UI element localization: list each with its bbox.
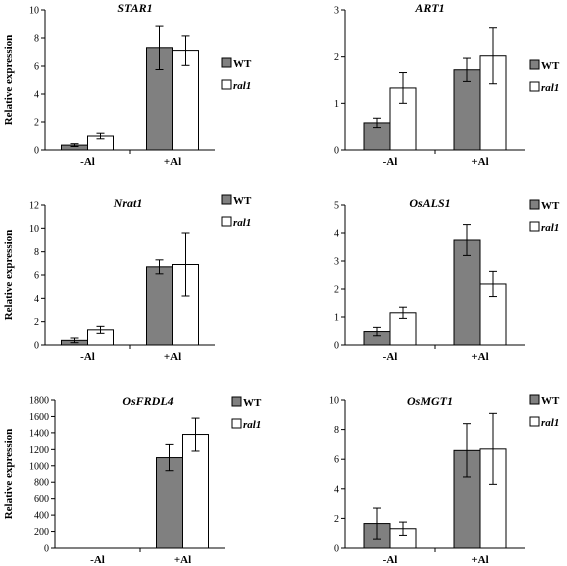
- chart-title: OsALS1: [409, 196, 450, 210]
- chart-title: ART1: [414, 1, 444, 15]
- y-tick-label: 10: [29, 6, 39, 17]
- y-tick-label: 10: [29, 224, 39, 235]
- chart-panel-5: 0 200 400 600 800 1000 1200 1400 1600 1800 -Al +Al O…: [3, 394, 262, 566]
- y-tick-label: 2: [334, 514, 339, 525]
- y-tick-label: 8: [34, 34, 39, 45]
- chart-title: OsFRDL4: [122, 394, 173, 408]
- y-tick-label: 0: [334, 341, 339, 352]
- y-tick-label: 3: [334, 257, 339, 268]
- legend-label-WT: WT: [541, 395, 560, 407]
- y-tick-label: 800: [34, 478, 49, 489]
- legend-label-ral1: ral1: [541, 222, 559, 234]
- y-tick-label: 1200: [29, 445, 49, 456]
- y-tick-label: 4: [334, 484, 339, 495]
- x-tick-label: +Al: [471, 156, 488, 168]
- y-tick-label: 5: [334, 201, 339, 212]
- chart-panel-6: 0 2 4 6 8 10 -Al +Al OsMGT1 WT ral1: [329, 394, 560, 566]
- legend-swatch-ral1: [221, 79, 232, 90]
- y-tick-label: 8: [34, 247, 39, 258]
- x-tick-label: -Al: [90, 554, 105, 566]
- bar-WT-1: [453, 239, 481, 346]
- y-tick-label: 1800: [29, 396, 49, 407]
- legend-swatch-ral1: [231, 418, 242, 429]
- y-tick-label: 0: [34, 146, 39, 157]
- legend-swatch-ral1: [529, 81, 540, 92]
- y-axis-label: Relative expression: [3, 35, 15, 126]
- y-tick-label: 2: [34, 317, 39, 328]
- x-tick-label: -Al: [383, 554, 398, 566]
- chart-title: Nrat1: [113, 196, 143, 210]
- chart-panel-4: 0 1 2 3 4 5 -Al +Al OsALS1 WT ral1: [334, 196, 560, 363]
- x-tick-label: +Al: [164, 351, 181, 363]
- legend-swatch-WT: [221, 194, 232, 205]
- legend-label-ral1: ral1: [541, 82, 559, 94]
- legend-label-WT: WT: [541, 200, 560, 212]
- y-axis-label: Relative expression: [3, 230, 15, 321]
- x-tick-label: -Al: [383, 156, 398, 168]
- x-tick-label: +Al: [174, 554, 191, 566]
- x-tick-label: -Al: [80, 351, 95, 363]
- bar-WT-1: [453, 69, 481, 151]
- y-tick-label: 8: [334, 425, 339, 436]
- y-tick-label: 10: [329, 396, 339, 407]
- y-tick-label: 1600: [29, 412, 49, 423]
- y-tick-label: 6: [34, 271, 39, 282]
- legend-label-ral1: ral1: [243, 419, 261, 431]
- y-tick-label: 4: [34, 90, 39, 101]
- y-axis-label: Relative expression: [3, 429, 15, 520]
- legend-swatch-WT: [529, 394, 540, 405]
- y-tick-label: 12: [29, 201, 39, 212]
- legend-swatch-ral1: [529, 416, 540, 427]
- legend-label-WT: WT: [233, 195, 252, 207]
- y-tick-label: 2: [334, 285, 339, 296]
- y-tick-label: 3: [334, 6, 339, 17]
- y-tick-label: 600: [34, 494, 49, 505]
- legend-label-WT: WT: [243, 397, 262, 409]
- y-tick-label: 4: [34, 294, 39, 305]
- chart-title: STAR1: [117, 1, 152, 15]
- legend-label-WT: WT: [541, 60, 560, 72]
- y-tick-label: 2: [34, 118, 39, 129]
- legend-swatch-WT: [221, 57, 232, 68]
- x-tick-label: +Al: [471, 351, 488, 363]
- y-tick-label: 1: [334, 99, 339, 110]
- x-tick-label: +Al: [471, 554, 488, 566]
- y-tick-label: 0: [334, 544, 339, 555]
- y-tick-label: 6: [34, 62, 39, 73]
- legend-label-ral1: ral1: [233, 80, 251, 92]
- bar-WT-1: [146, 266, 173, 346]
- y-tick-label: 1400: [29, 428, 49, 439]
- y-tick-label: 0: [34, 341, 39, 352]
- chart-panel-3: 0 2 4 6 8 10 12 -Al +Al Nrat1 Relative expression W…: [3, 194, 252, 363]
- y-tick-label: 6: [334, 455, 339, 466]
- y-tick-label: 400: [34, 511, 49, 522]
- legend-swatch-WT: [529, 59, 540, 70]
- x-tick-label: +Al: [164, 156, 181, 168]
- y-tick-label: 1: [334, 313, 339, 324]
- legend-swatch-WT: [231, 396, 242, 407]
- legend-label-WT: WT: [233, 58, 252, 70]
- y-tick-label: 0: [44, 544, 49, 555]
- legend-swatch-WT: [529, 199, 540, 210]
- y-tick-label: 1000: [29, 461, 49, 472]
- x-tick-label: -Al: [383, 351, 398, 363]
- legend-label-ral1: ral1: [233, 217, 251, 229]
- x-tick-label: -Al: [80, 156, 95, 168]
- y-tick-label: 200: [34, 527, 49, 538]
- legend-swatch-ral1: [529, 221, 540, 232]
- bar-WT-0: [363, 122, 391, 151]
- legend-label-ral1: ral1: [541, 417, 559, 429]
- y-tick-label: 2: [334, 52, 339, 63]
- chart-panel-2: 0 1 2 3 -Al +Al ART1 WT ral1: [334, 1, 560, 168]
- y-tick-label: 0: [334, 146, 339, 157]
- y-tick-label: 4: [334, 229, 339, 240]
- bar-ral1-1: [182, 434, 209, 549]
- chart-title: OsMGT1: [407, 394, 453, 408]
- bar-ral1-1: [172, 50, 199, 151]
- chart-panel-1: 0 2 4 6 8 10 -Al +Al STAR1 Relative expression WT r…: [3, 1, 252, 168]
- legend-swatch-ral1: [221, 216, 232, 227]
- bar-WT-1: [156, 457, 183, 549]
